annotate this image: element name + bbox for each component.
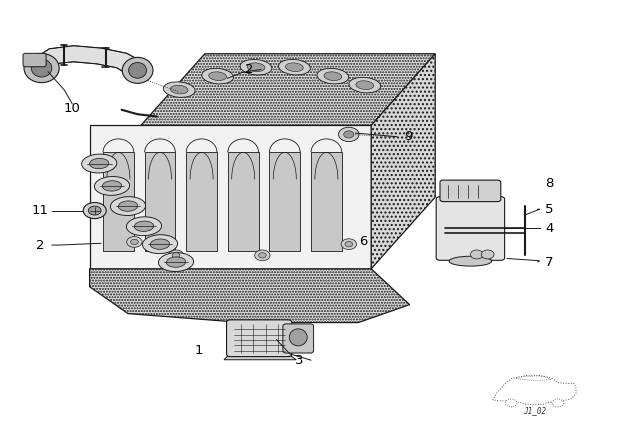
Ellipse shape: [163, 82, 195, 97]
Polygon shape: [311, 152, 342, 251]
Circle shape: [341, 239, 356, 250]
Ellipse shape: [247, 63, 265, 72]
FancyBboxPatch shape: [436, 197, 504, 260]
FancyBboxPatch shape: [23, 53, 46, 67]
Circle shape: [259, 253, 266, 258]
Ellipse shape: [31, 59, 52, 77]
Polygon shape: [33, 46, 145, 76]
Ellipse shape: [159, 253, 193, 271]
Ellipse shape: [289, 329, 307, 346]
Ellipse shape: [143, 235, 177, 254]
Ellipse shape: [90, 158, 109, 169]
FancyBboxPatch shape: [283, 324, 314, 353]
Circle shape: [255, 250, 270, 261]
Text: 11: 11: [32, 204, 49, 217]
Ellipse shape: [317, 69, 349, 84]
FancyBboxPatch shape: [227, 320, 292, 357]
Polygon shape: [228, 152, 259, 251]
Text: 4: 4: [545, 222, 554, 235]
Ellipse shape: [356, 81, 374, 90]
Polygon shape: [90, 125, 371, 269]
FancyBboxPatch shape: [440, 180, 500, 202]
Text: 2: 2: [245, 63, 254, 76]
Polygon shape: [103, 152, 134, 251]
Ellipse shape: [122, 57, 153, 83]
Ellipse shape: [278, 60, 310, 75]
Ellipse shape: [129, 62, 147, 78]
Ellipse shape: [24, 53, 60, 82]
Ellipse shape: [118, 201, 138, 211]
Circle shape: [506, 399, 517, 407]
Polygon shape: [371, 54, 435, 269]
Polygon shape: [186, 152, 217, 251]
Text: 10: 10: [64, 102, 81, 115]
Ellipse shape: [127, 217, 161, 236]
Ellipse shape: [349, 78, 381, 93]
Circle shape: [470, 250, 483, 259]
Circle shape: [172, 253, 180, 258]
Ellipse shape: [209, 72, 227, 81]
Polygon shape: [141, 54, 435, 125]
Circle shape: [88, 206, 101, 215]
Ellipse shape: [202, 69, 234, 84]
Circle shape: [127, 237, 142, 247]
Ellipse shape: [166, 257, 186, 267]
Ellipse shape: [324, 72, 342, 81]
Text: 2: 2: [36, 238, 45, 252]
Ellipse shape: [170, 85, 188, 94]
Circle shape: [552, 399, 563, 407]
Circle shape: [345, 241, 353, 247]
Ellipse shape: [134, 221, 154, 232]
Polygon shape: [145, 152, 175, 251]
Text: 7: 7: [545, 255, 554, 269]
Circle shape: [168, 250, 184, 261]
Ellipse shape: [82, 154, 116, 173]
Circle shape: [83, 202, 106, 219]
Ellipse shape: [150, 239, 170, 250]
Text: 1: 1: [194, 344, 203, 357]
Circle shape: [339, 127, 359, 142]
Polygon shape: [224, 355, 296, 360]
Polygon shape: [90, 269, 410, 323]
Text: 3: 3: [295, 353, 304, 367]
Ellipse shape: [95, 177, 129, 195]
Text: 5: 5: [545, 202, 554, 216]
Text: 8: 8: [545, 177, 554, 190]
Circle shape: [131, 239, 138, 245]
Ellipse shape: [102, 181, 122, 191]
Ellipse shape: [285, 63, 303, 72]
Ellipse shape: [449, 256, 492, 266]
Circle shape: [344, 131, 354, 138]
Text: 9: 9: [404, 130, 413, 143]
Circle shape: [481, 250, 494, 259]
Ellipse shape: [111, 197, 145, 215]
Text: J1_02: J1_02: [523, 406, 546, 415]
Ellipse shape: [240, 60, 272, 75]
Polygon shape: [269, 152, 300, 251]
Text: 6: 6: [358, 234, 367, 248]
